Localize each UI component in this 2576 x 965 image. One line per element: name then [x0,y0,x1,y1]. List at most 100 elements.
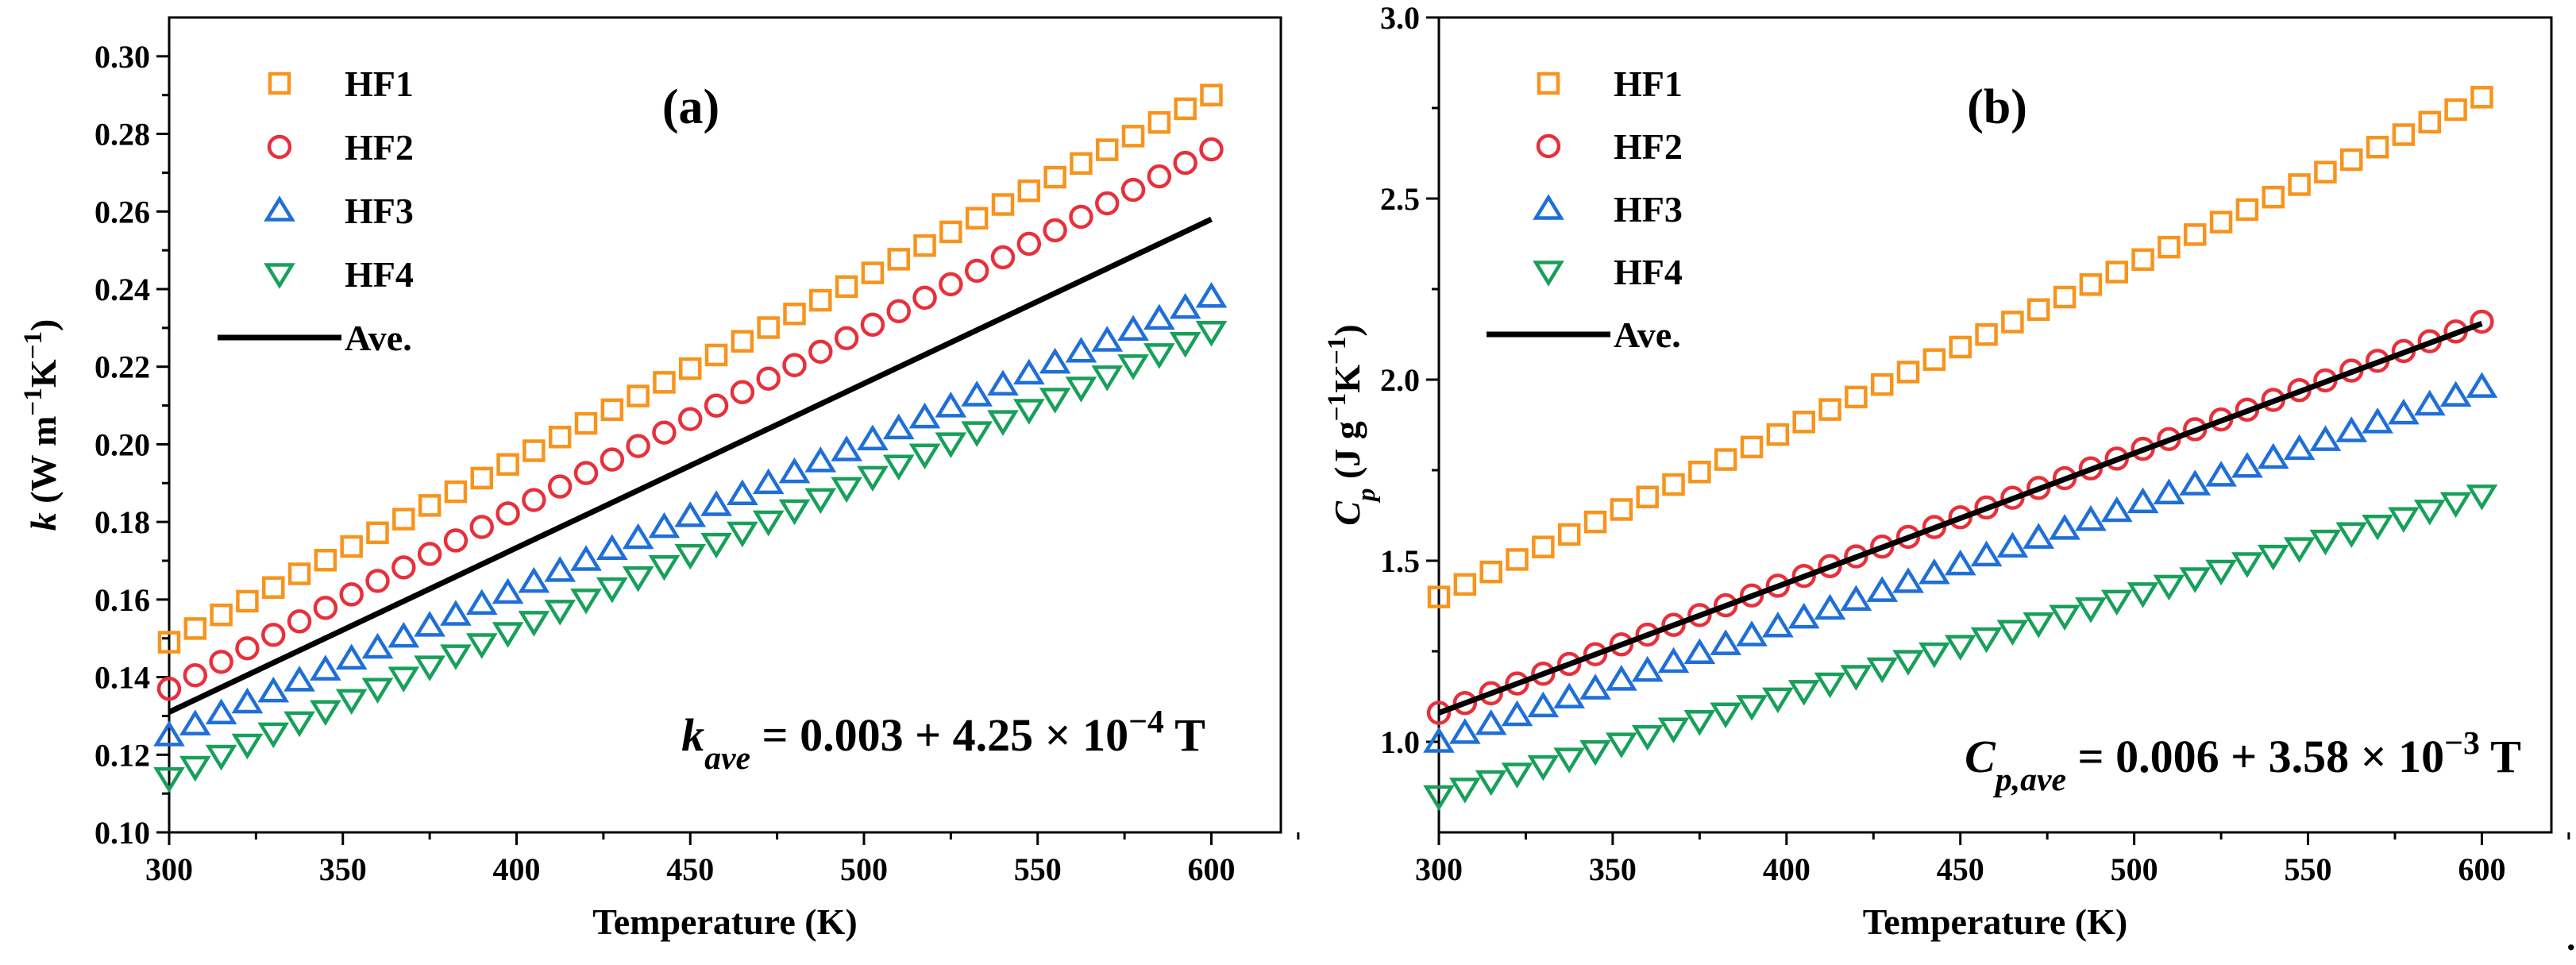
data-point [2362,514,2393,541]
data-point [804,488,837,515]
data-point [1944,635,1976,661]
panel-label: (a) [662,80,719,134]
data-point [2075,597,2107,623]
data-point [1169,332,1201,358]
data-point [1479,560,1502,584]
data-point [518,566,550,593]
data-point [730,380,755,404]
data-point [1657,717,1690,743]
data-point [1426,701,1452,725]
data-point [2257,544,2289,571]
data-point [913,234,936,257]
data-point [1505,671,1529,696]
data-point [1583,642,1608,666]
data-point [2001,311,2024,334]
data-point [2309,425,2342,451]
data-point [1866,657,1899,684]
data-point [990,245,1016,270]
y-tick-label: 0.30 [94,39,150,75]
data-point [861,261,885,284]
data-point [1012,358,1045,385]
x-tick-label: 300 [145,851,193,887]
data-point [622,523,654,550]
data-point [287,562,311,585]
x-tick-label: 350 [1589,851,1637,887]
data-point [2283,434,2316,461]
data-point [935,392,967,418]
data-point [236,589,259,613]
x-axis-label: Temperature (K) [592,901,857,942]
y-tick-label: 0.20 [94,427,150,462]
data-point [756,366,781,391]
data-point [652,420,677,445]
data-point [2335,522,2368,548]
legend-marker [1536,133,1561,159]
data-point [886,299,911,324]
data-point [1016,231,1042,257]
data-point [283,711,315,738]
data-point [391,555,416,580]
fit-equation: Cp,ave = 0.006 + 3.58 × 10−3 T [1965,725,2521,798]
data-point [831,477,862,504]
data-point [1840,585,1872,612]
data-point [1143,343,1175,369]
data-point [2023,523,2055,549]
data-point [1532,535,1555,558]
data-point [1065,337,1097,363]
data-point [1195,320,1228,347]
data-point [727,521,758,548]
data-point [939,272,963,297]
data-point [1065,376,1097,403]
legend: HF1 HF2 HF3 HF4 Ave. [1487,64,1683,355]
data-point [778,499,811,526]
data-point [1069,204,1093,230]
data-point [1919,558,1950,585]
data-point [1845,385,1868,409]
data-point [1739,583,1764,608]
data-point [727,479,758,505]
data-point [1475,708,1507,735]
data-point [1919,642,1950,669]
data-point [1736,695,1768,721]
x-tick-label: 600 [1188,851,1236,887]
data-point [626,434,650,458]
data-point [2179,567,2212,593]
x-tick-label: 450 [666,851,714,887]
data-point [1579,674,1611,700]
data-point [2388,398,2420,425]
series-line [168,216,1213,715]
data-point [1556,651,1582,677]
data-point [1870,535,1895,559]
data-point [547,474,573,499]
data-point [1553,747,1586,774]
data-point [783,303,806,326]
y-tick-label: 0.10 [94,815,150,851]
data-point [1423,727,1455,753]
data-point [544,556,577,582]
data-point [1043,165,1066,189]
data-point [809,288,832,312]
data-point [310,700,341,727]
data-point [1840,665,1872,691]
data-point [1736,620,1768,647]
data-point [2127,582,2159,608]
data-point [1070,152,1093,176]
data-point [2470,86,2493,109]
data-point [2235,198,2259,222]
chart-panel-b: 300 350 400 450 500 550 600 1.0 1.5 2.0 2.5 3.0 Temp… [1322,0,2570,942]
data-point [465,633,498,659]
data-point [335,689,368,715]
data-point [1427,585,1451,608]
y-tick-label: 0.18 [94,504,150,540]
legend-marker [1533,194,1564,220]
data-point [1553,682,1586,708]
x-tick-label: 450 [1937,851,1984,887]
data-point [157,631,181,654]
data-point [857,424,889,450]
data-point [648,511,681,538]
legend: HF1 HF2 HF3 HF4 Ave. [218,64,414,358]
data-point [1017,179,1041,203]
data-point [2466,484,2498,511]
data-point [1814,672,1846,699]
x-tick-label: 550 [2285,851,2332,887]
